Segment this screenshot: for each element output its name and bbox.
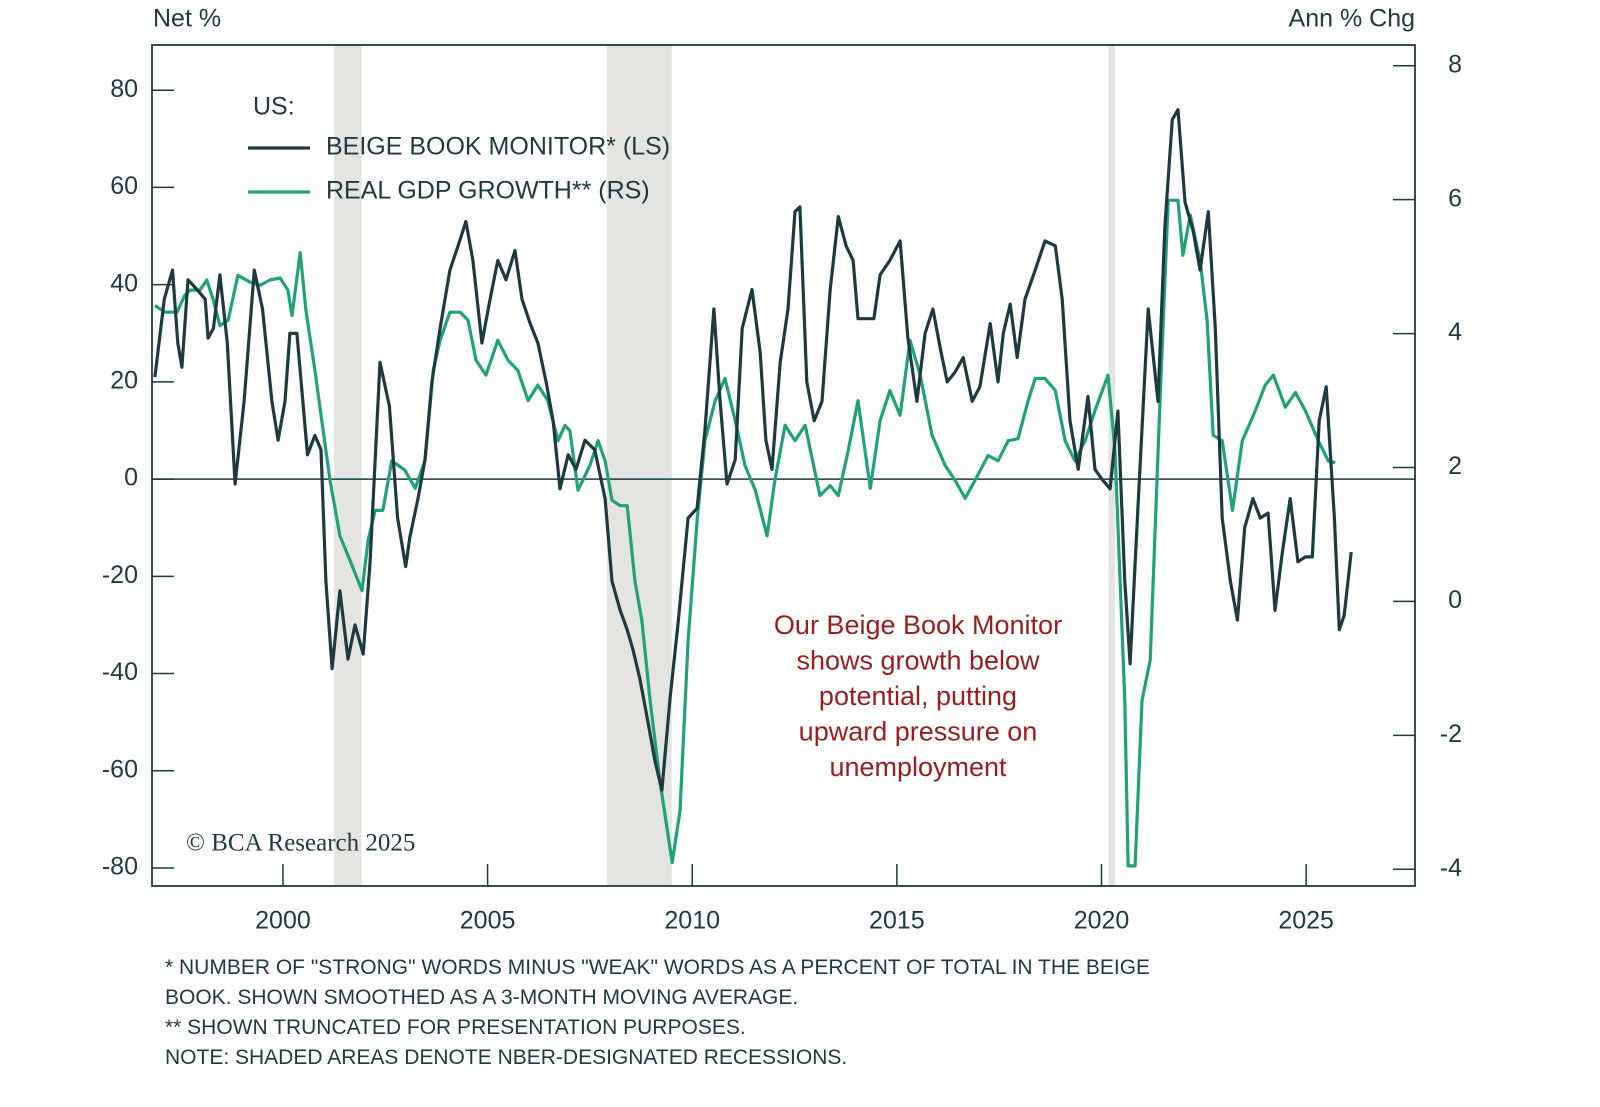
x-tick-label: 2000 — [255, 907, 311, 935]
footnotes: * NUMBER OF "STRONG" WORDS MINUS "WEAK" … — [165, 956, 1150, 1069]
y2-tick-label: -2 — [1440, 720, 1462, 748]
footnote-line: * NUMBER OF "STRONG" WORDS MINUS "WEAK" … — [165, 956, 1150, 979]
y2-tick-label: 8 — [1448, 50, 1462, 78]
y2-tick-label: 2 — [1448, 452, 1462, 480]
x-tick-label: 2005 — [460, 907, 516, 935]
annotation: Our Beige Book Monitor shows growth below… — [774, 610, 1062, 782]
plot-frame — [151, 44, 1416, 887]
series-line — [154, 198, 1336, 868]
y-tick-label: -60 — [102, 755, 138, 783]
legend-label: REAL GDP GROWTH** (RS) — [326, 177, 650, 205]
y-tick-label: -40 — [102, 658, 138, 686]
x-tick-label: 2025 — [1278, 907, 1334, 935]
recession-band — [334, 45, 362, 886]
y-tick-label: 80 — [110, 75, 138, 103]
y2-axis-title: Ann % Chg — [1289, 5, 1415, 33]
y-axis-title: Net % — [153, 5, 221, 33]
x-tick-label: 2010 — [664, 907, 720, 935]
footnote-line: NOTE: SHADED AREAS DENOTE NBER-DESIGNATE… — [165, 1046, 847, 1069]
annotation-line: shows growth below — [796, 646, 1040, 676]
y2-tick-label: 4 — [1448, 318, 1462, 346]
annotation-line: potential, putting — [819, 681, 1017, 711]
x-tick-label: 2015 — [869, 907, 925, 935]
y-tick-label: 0 — [124, 464, 138, 492]
y-tick-label: -20 — [102, 561, 138, 589]
y2-tick-label: 6 — [1448, 184, 1462, 212]
recession-band — [607, 45, 672, 886]
series-line — [153, 108, 1353, 792]
y2-tick-label: -4 — [1440, 854, 1462, 882]
y2-tick-label: 0 — [1448, 586, 1462, 614]
legend: BEIGE BOOK MONITOR* (LS) REAL GDP GROWTH*… — [248, 133, 670, 205]
copyright: © BCA Research 2025 — [186, 830, 415, 857]
annotation-line: unemployment — [829, 752, 1007, 782]
x-tick-label: 2020 — [1074, 907, 1130, 935]
footnote-line: ** SHOWN TRUNCATED FOR PRESENTATION PURP… — [165, 1016, 746, 1039]
y-tick-label: 40 — [110, 269, 138, 297]
annotation-line: upward pressure on — [799, 717, 1038, 747]
annotation-line: Our Beige Book Monitor — [774, 610, 1062, 640]
y-tick-label: -80 — [102, 853, 138, 881]
footnote-line: BOOK. SHOWN SMOOTHED AS A 3-MONTH MOVING… — [165, 986, 798, 1009]
legend-title: US: — [253, 93, 295, 121]
y-tick-label: 20 — [110, 366, 138, 394]
legend-label: BEIGE BOOK MONITOR* (LS) — [326, 133, 670, 161]
y-tick-label: 60 — [110, 172, 138, 200]
